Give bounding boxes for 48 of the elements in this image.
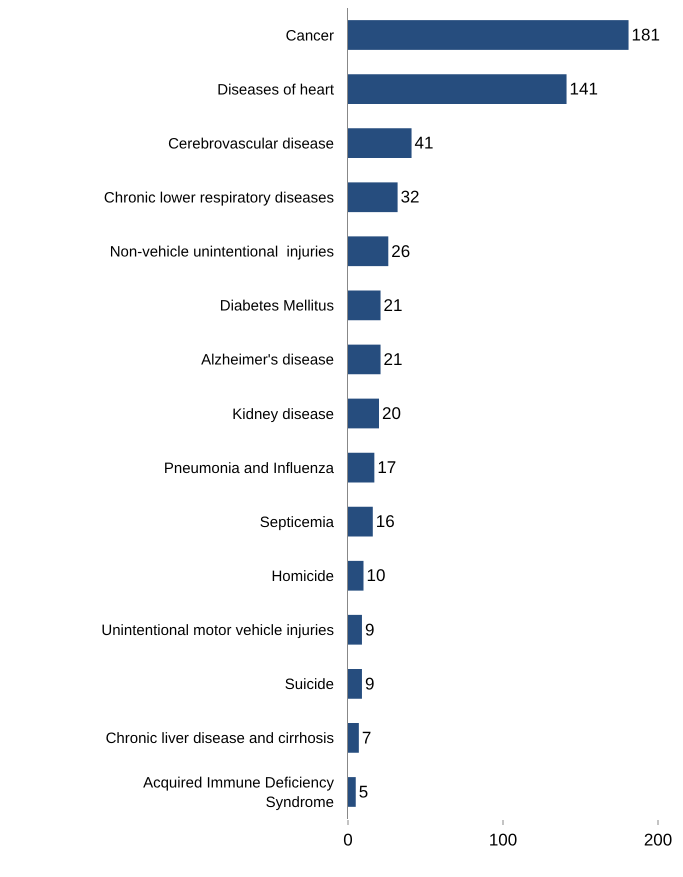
data-label: 17 [377,458,396,478]
bar [348,668,362,699]
y-tick-label: Pneumonia and Influenza [164,460,335,477]
bar [348,560,364,591]
y-tick-label: Alzheimer's disease [201,352,334,369]
data-label: 21 [384,350,402,369]
bar [348,182,398,212]
y-tick-label: Chronic liver disease and cirrhosis [106,730,334,748]
data-label: 20 [382,404,401,423]
y-tick-label: Non-vehicle unintentional injuries [110,244,334,261]
y-tick-label: Suicide [284,676,334,694]
y-tick-label: Diseases of heart [217,81,335,98]
data-label: 7 [362,728,372,748]
data-label: 41 [414,134,434,153]
bar [348,128,412,158]
x-tick-label: 0 [343,830,353,850]
data-label: 26 [391,242,410,261]
x-tick-label: 200 [644,830,672,850]
bar [348,452,374,482]
y-tick-label: Cerebrovascular disease [168,135,334,152]
y-tick-label: Cancer [286,27,334,44]
data-label: 16 [376,512,395,532]
bar [348,290,381,320]
y-tick-label: Septicemia [260,514,335,531]
bar [348,344,381,374]
bar [348,398,379,428]
y-tick-label: Homicide [271,568,334,585]
y-tick-label: Acquired Immune Deficiency Syndrome [143,774,334,811]
y-tick-label: Kidney disease [232,406,334,423]
bar [348,20,629,50]
data-label: 141 [570,80,598,99]
data-label: 10 [366,566,386,586]
y-tick-label: Unintentional motor vehicle injuries [101,622,334,640]
bar [348,777,356,807]
y-tick-label: Diabetes Mellitus [220,298,334,315]
data-label: 21 [384,296,402,315]
x-tick-label: 100 [488,830,518,850]
bar [348,74,567,104]
bar [348,723,359,753]
data-label: 181 [632,26,660,45]
data-label: 9 [364,620,374,640]
bar [348,614,362,645]
y-tick-label: Chronic lower respiratory diseases [104,189,334,206]
data-label: 5 [358,782,368,802]
data-label: 9 [364,674,374,694]
data-label: 32 [400,188,420,207]
bar [348,506,373,536]
bar [348,236,388,266]
